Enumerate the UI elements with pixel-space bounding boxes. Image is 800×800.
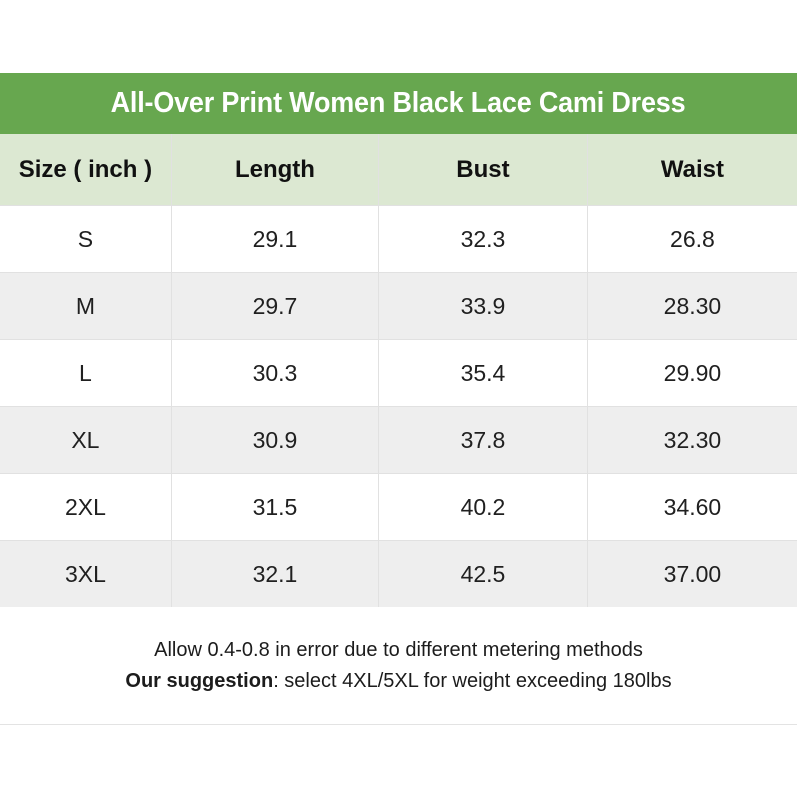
size-cell: XL xyxy=(0,406,172,474)
waist-cell: 37.00 xyxy=(586,540,797,607)
waist-cell: 28.30 xyxy=(586,272,797,340)
length-cell: 31.5 xyxy=(170,473,379,541)
bust-cell: 42.5 xyxy=(378,540,588,607)
size-cell: S xyxy=(0,205,172,273)
table-header-row: Size ( inch ) Length Bust Waist xyxy=(0,134,797,206)
size-cell: 2XL xyxy=(0,473,172,541)
length-cell: 30.3 xyxy=(170,339,379,407)
waist-cell: 26.8 xyxy=(586,205,797,273)
table-row: XL 30.9 37.8 32.30 xyxy=(0,406,797,474)
product-title: All-Over Print Women Black Lace Cami Dre… xyxy=(111,87,686,119)
note-suggestion: Our suggestion: select 4XL/5XL for weigh… xyxy=(125,666,671,697)
table-row: M 29.7 33.9 28.30 xyxy=(0,272,797,340)
bust-cell: 40.2 xyxy=(378,473,588,541)
length-cell: 29.1 xyxy=(170,205,379,273)
column-header-length: Length xyxy=(170,134,379,206)
note-suggestion-label: Our suggestion xyxy=(125,669,274,692)
table-row: L 30.3 35.4 29.90 xyxy=(0,339,797,407)
size-cell: M xyxy=(0,272,172,340)
bust-cell: 37.8 xyxy=(378,406,588,474)
table-row: 3XL 32.1 42.5 37.00 xyxy=(0,540,797,607)
size-table: Size ( inch ) Length Bust Waist S 29.1 3… xyxy=(0,134,797,607)
bust-cell: 32.3 xyxy=(378,205,588,273)
length-cell: 30.9 xyxy=(170,406,379,474)
note-error-tolerance: Allow 0.4-0.8 in error due to different … xyxy=(154,638,643,661)
waist-cell: 29.90 xyxy=(586,339,797,407)
size-chart-sheet: All-Over Print Women Black Lace Cami Dre… xyxy=(0,73,797,725)
column-header-size: Size ( inch ) xyxy=(0,134,172,206)
length-cell: 32.1 xyxy=(170,540,379,607)
column-header-bust: Bust xyxy=(378,134,588,206)
table-row: S 29.1 32.3 26.8 xyxy=(0,205,797,273)
waist-cell: 34.60 xyxy=(586,473,797,541)
waist-cell: 32.30 xyxy=(586,406,797,474)
column-header-waist: Waist xyxy=(586,134,797,206)
length-cell: 29.7 xyxy=(170,272,379,340)
bust-cell: 33.9 xyxy=(378,272,588,340)
bust-cell: 35.4 xyxy=(378,339,588,407)
size-cell: L xyxy=(0,339,172,407)
table-row: 2XL 31.5 40.2 34.60 xyxy=(0,473,797,541)
note-suggestion-text: : select 4XL/5XL for weight exceeding 18… xyxy=(273,669,672,692)
size-cell: 3XL xyxy=(0,540,172,607)
measurement-notes: Allow 0.4-0.8 in error due to different … xyxy=(0,607,797,725)
title-bar: All-Over Print Women Black Lace Cami Dre… xyxy=(0,73,797,134)
